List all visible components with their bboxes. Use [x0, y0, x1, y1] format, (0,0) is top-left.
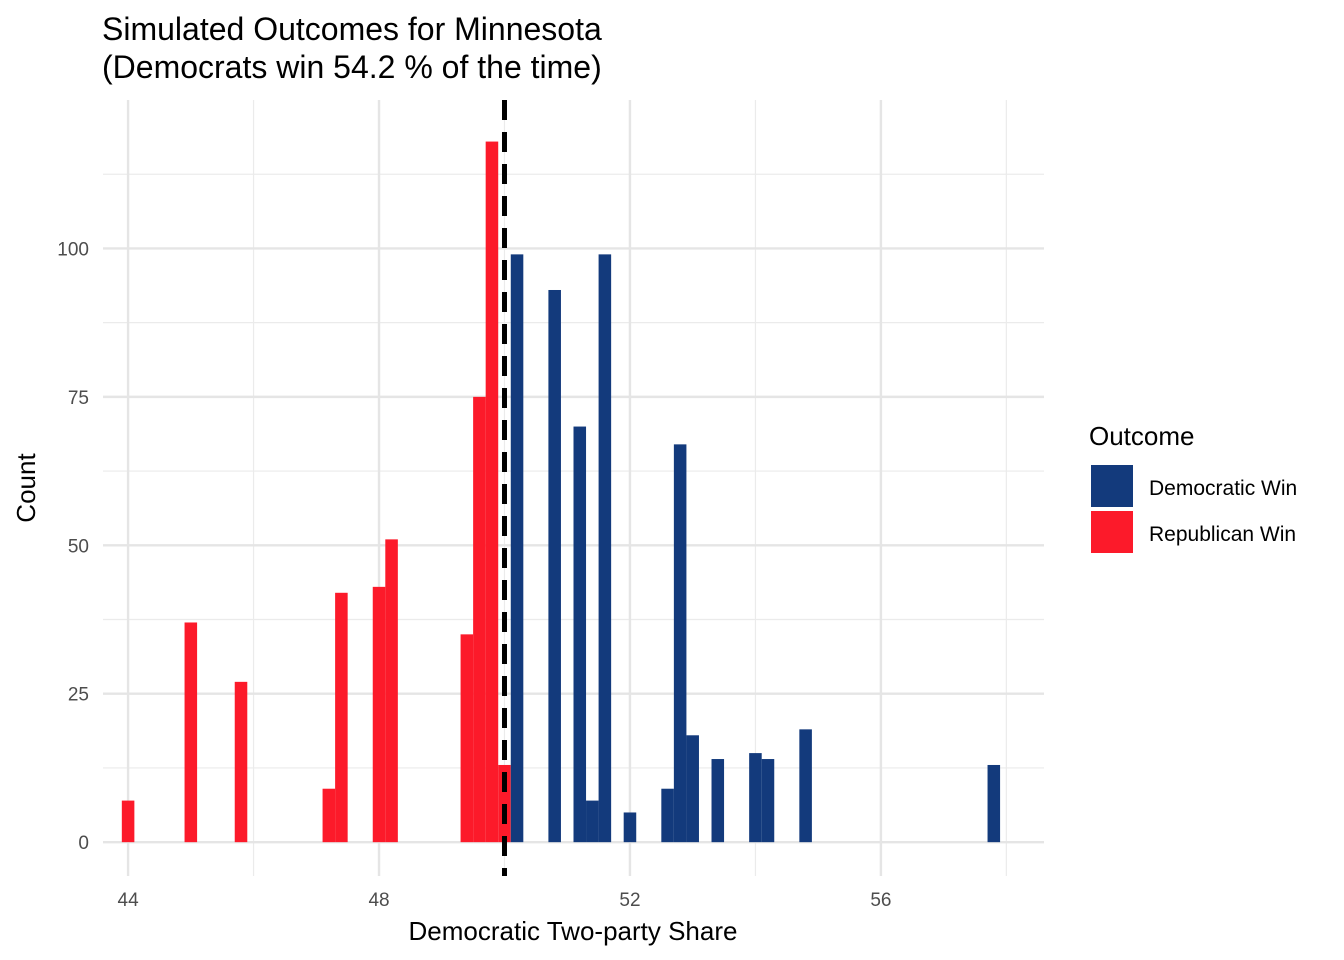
y-tick-label: 0	[78, 833, 89, 854]
x-axis-title: Democratic Two-party Share	[409, 916, 738, 946]
histogram-bar-republican-win	[184, 622, 198, 843]
histogram-bar-republican-win	[372, 586, 386, 843]
histogram-bar-democratic-win	[686, 735, 699, 843]
histogram-bar-republican-win	[335, 592, 348, 843]
x-tick-label: 52	[619, 890, 640, 911]
histogram-bar-republican-win	[498, 764, 511, 843]
histogram-bar-democratic-win	[749, 753, 762, 843]
chart-title-line-2: (Democrats win 54.2 % of the time)	[102, 49, 602, 85]
histogram-bar-democratic-win	[711, 759, 725, 843]
y-tick-label: 50	[68, 536, 89, 557]
chart-title: Simulated Outcomes for Minnesota (Democr…	[102, 11, 602, 85]
chart-title-line-1: Simulated Outcomes for Minnesota	[102, 11, 602, 47]
histogram-bar-democratic-win	[761, 759, 775, 843]
histogram-bar-republican-win	[460, 634, 474, 843]
x-axis-tick-labels: 44 48 52 56	[118, 890, 892, 911]
histogram-bar-republican-win	[485, 141, 499, 843]
legend-swatch-democratic	[1091, 465, 1133, 507]
y-tick-label: 75	[68, 388, 89, 409]
histogram-bar-democratic-win	[548, 289, 561, 843]
x-tick-label: 56	[870, 890, 891, 911]
histogram-bar-democratic-win	[510, 254, 524, 843]
y-axis-tick-labels: 0 25 50 75 100	[57, 239, 89, 854]
histogram-bar-democratic-win	[661, 788, 674, 843]
histogram-bars	[121, 141, 1001, 843]
legend-swatch-republican	[1091, 511, 1133, 553]
major-gridlines	[103, 100, 1044, 876]
y-axis-title: Count	[11, 453, 41, 523]
histogram-bar-republican-win	[473, 396, 486, 843]
histogram-bar-republican-win	[234, 681, 248, 843]
legend-label-republican: Republican Win	[1149, 523, 1296, 546]
histogram-bar-democratic-win	[623, 812, 637, 843]
histogram-bar-democratic-win	[987, 764, 1001, 843]
legend: Outcome Democratic Win Republican Win	[1089, 421, 1297, 553]
histogram-bar-republican-win	[121, 800, 135, 843]
x-tick-label: 44	[118, 890, 140, 911]
histogram-bar-democratic-win	[673, 444, 687, 843]
legend-label-democratic: Democratic Win	[1149, 477, 1297, 500]
x-tick-label: 48	[368, 890, 389, 911]
histogram-bar-democratic-win	[573, 426, 587, 843]
legend-title: Outcome	[1089, 421, 1195, 451]
histogram-bar-democratic-win	[598, 254, 612, 843]
histogram-bar-democratic-win	[799, 729, 812, 843]
histogram-bar-republican-win	[385, 539, 398, 843]
y-tick-label: 100	[57, 239, 89, 260]
histogram-bar-republican-win	[322, 788, 336, 843]
histogram-bar-democratic-win	[586, 800, 599, 843]
y-tick-label: 25	[68, 685, 89, 706]
